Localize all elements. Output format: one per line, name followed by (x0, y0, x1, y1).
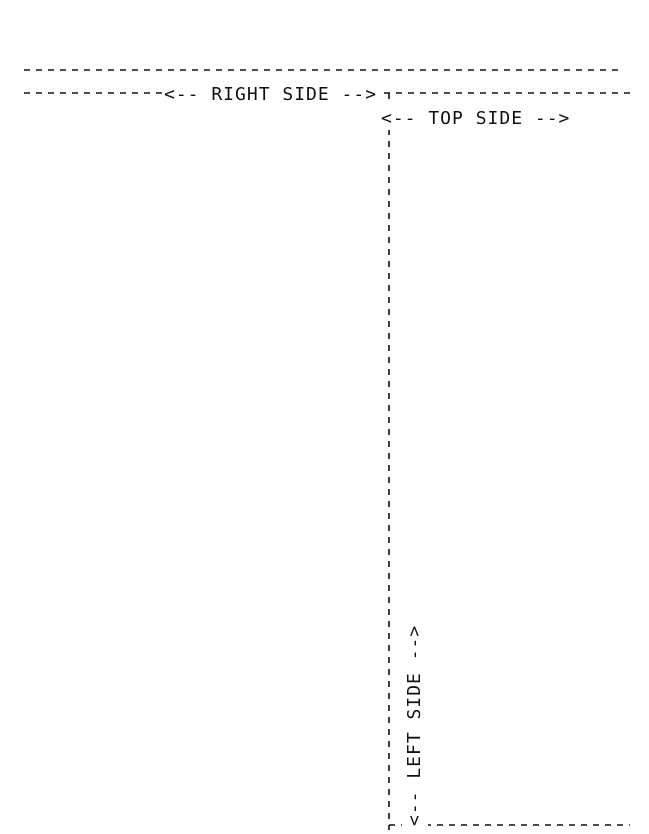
left-side-label: <-- LEFT SIDE --> (404, 625, 425, 826)
left-side-label-group: <-- LEFT SIDE --> (402, 625, 428, 826)
right-side-label-bg (162, 80, 384, 106)
top-side-label-bg (380, 104, 580, 130)
left-side-label-bg (402, 626, 428, 826)
right-side-label: <-- RIGHT SIDE --> (164, 84, 377, 105)
top-side-label: <-- TOP SIDE --> (381, 108, 570, 129)
